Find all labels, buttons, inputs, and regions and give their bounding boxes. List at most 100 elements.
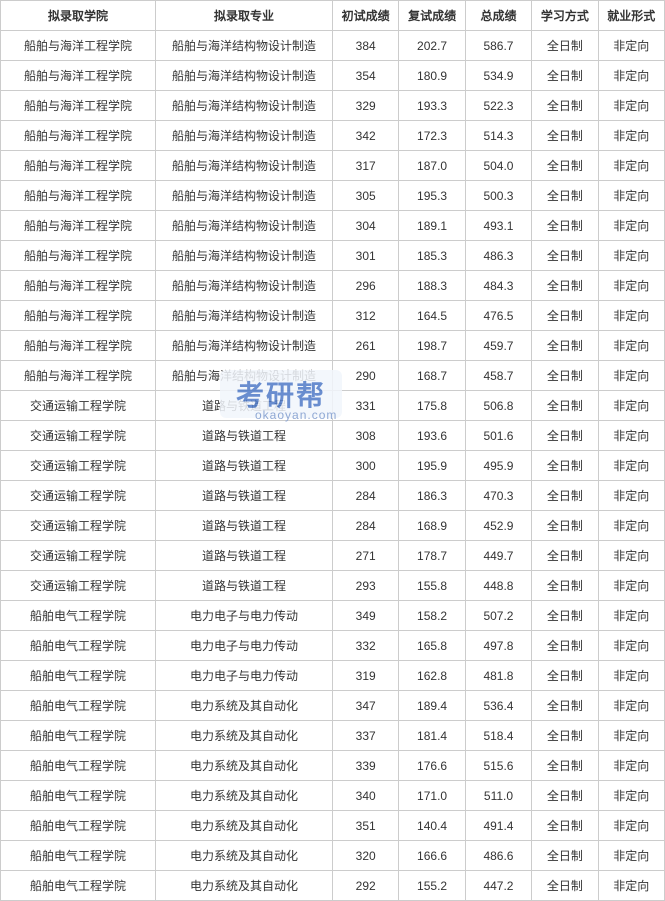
table-cell: 非定向 [598,601,664,631]
table-cell: 道路与铁道工程 [155,391,332,421]
table-cell: 193.3 [399,91,465,121]
table-cell: 非定向 [598,841,664,871]
table-cell: 300 [332,451,398,481]
table-cell: 193.6 [399,421,465,451]
table-cell: 船舶与海洋工程学院 [1,31,156,61]
table-cell: 329 [332,91,398,121]
table-cell: 交通运输工程学院 [1,481,156,511]
table-cell: 交通运输工程学院 [1,541,156,571]
table-row: 交通运输工程学院道路与铁道工程284168.9452.9全日制非定向 [1,511,665,541]
table-cell: 非定向 [598,481,664,511]
table-cell: 非定向 [598,241,664,271]
table-cell: 全日制 [532,691,598,721]
table-row: 船舶与海洋工程学院船舶与海洋结构物设计制造329193.3522.3全日制非定向 [1,91,665,121]
table-cell: 交通运输工程学院 [1,421,156,451]
table-cell: 全日制 [532,331,598,361]
table-row: 船舶与海洋工程学院船舶与海洋结构物设计制造384202.7586.7全日制非定向 [1,31,665,61]
table-cell: 459.7 [465,331,531,361]
column-header: 学习方式 [532,1,598,31]
table-header-row: 拟录取学院拟录取专业初试成绩复试成绩总成绩学习方式就业形式 [1,1,665,31]
table-cell: 全日制 [532,631,598,661]
table-cell: 349 [332,601,398,631]
table-cell: 电力电子与电力传动 [155,631,332,661]
table-cell: 船舶电气工程学院 [1,781,156,811]
table-cell: 534.9 [465,61,531,91]
table-row: 交通运输工程学院道路与铁道工程293155.8448.8全日制非定向 [1,571,665,601]
table-cell: 船舶与海洋结构物设计制造 [155,181,332,211]
table-cell: 非定向 [598,271,664,301]
table-cell: 电力电子与电力传动 [155,601,332,631]
table-cell: 301 [332,241,398,271]
table-cell: 486.3 [465,241,531,271]
table-cell: 319 [332,661,398,691]
table-cell: 181.4 [399,721,465,751]
table-cell: 交通运输工程学院 [1,391,156,421]
table-cell: 448.8 [465,571,531,601]
table-row: 交通运输工程学院道路与铁道工程271178.7449.7全日制非定向 [1,541,665,571]
table-cell: 155.2 [399,871,465,901]
table-cell: 180.9 [399,61,465,91]
table-cell: 186.3 [399,481,465,511]
table-cell: 全日制 [532,841,598,871]
table-cell: 185.3 [399,241,465,271]
table-cell: 非定向 [598,181,664,211]
table-cell: 351 [332,811,398,841]
table-cell: 168.7 [399,361,465,391]
table-cell: 船舶电气工程学院 [1,631,156,661]
table-row: 船舶与海洋工程学院船舶与海洋结构物设计制造312164.5476.5全日制非定向 [1,301,665,331]
table-row: 船舶与海洋工程学院船舶与海洋结构物设计制造354180.9534.9全日制非定向 [1,61,665,91]
table-cell: 全日制 [532,181,598,211]
table-cell: 非定向 [598,151,664,181]
column-header: 就业形式 [598,1,664,31]
table-cell: 284 [332,511,398,541]
table-cell: 514.3 [465,121,531,151]
table-cell: 电力系统及其自动化 [155,721,332,751]
table-row: 船舶电气工程学院电力系统及其自动化339176.6515.6全日制非定向 [1,751,665,781]
table-cell: 船舶与海洋工程学院 [1,61,156,91]
table-cell: 全日制 [532,541,598,571]
table-cell: 电力系统及其自动化 [155,871,332,901]
table-cell: 道路与铁道工程 [155,451,332,481]
table-cell: 非定向 [598,121,664,151]
table-cell: 交通运输工程学院 [1,451,156,481]
table-cell: 536.4 [465,691,531,721]
table-row: 船舶与海洋工程学院船舶与海洋结构物设计制造290168.7458.7全日制非定向 [1,361,665,391]
table-cell: 全日制 [532,271,598,301]
table-cell: 电力系统及其自动化 [155,691,332,721]
table-cell: 155.8 [399,571,465,601]
table-row: 船舶与海洋工程学院船舶与海洋结构物设计制造317187.0504.0全日制非定向 [1,151,665,181]
table-cell: 308 [332,421,398,451]
table-cell: 全日制 [532,91,598,121]
table-row: 船舶电气工程学院电力系统及其自动化351140.4491.4全日制非定向 [1,811,665,841]
table-cell: 447.2 [465,871,531,901]
table-cell: 全日制 [532,481,598,511]
table-cell: 全日制 [532,601,598,631]
admission-table: 拟录取学院拟录取专业初试成绩复试成绩总成绩学习方式就业形式 船舶与海洋工程学院船… [0,0,665,901]
table-cell: 船舶电气工程学院 [1,691,156,721]
table-cell: 非定向 [598,301,664,331]
table-row: 船舶与海洋工程学院船舶与海洋结构物设计制造261198.7459.7全日制非定向 [1,331,665,361]
table-cell: 312 [332,301,398,331]
table-row: 船舶与海洋工程学院船舶与海洋结构物设计制造304189.1493.1全日制非定向 [1,211,665,241]
table-cell: 172.3 [399,121,465,151]
column-header: 拟录取专业 [155,1,332,31]
table-cell: 304 [332,211,398,241]
table-cell: 电力系统及其自动化 [155,811,332,841]
table-row: 船舶电气工程学院电力系统及其自动化292155.2447.2全日制非定向 [1,871,665,901]
table-cell: 175.8 [399,391,465,421]
table-row: 船舶电气工程学院电力系统及其自动化347189.4536.4全日制非定向 [1,691,665,721]
table-cell: 船舶与海洋结构物设计制造 [155,301,332,331]
table-cell: 511.0 [465,781,531,811]
table-cell: 515.6 [465,751,531,781]
table-cell: 船舶与海洋结构物设计制造 [155,241,332,271]
table-cell: 非定向 [598,391,664,421]
table-cell: 道路与铁道工程 [155,571,332,601]
table-cell: 船舶与海洋工程学院 [1,211,156,241]
table-cell: 189.4 [399,691,465,721]
table-cell: 船舶与海洋工程学院 [1,151,156,181]
table-cell: 176.6 [399,751,465,781]
table-cell: 船舶电气工程学院 [1,721,156,751]
table-cell: 全日制 [532,511,598,541]
table-cell: 全日制 [532,721,598,751]
column-header: 总成绩 [465,1,531,31]
